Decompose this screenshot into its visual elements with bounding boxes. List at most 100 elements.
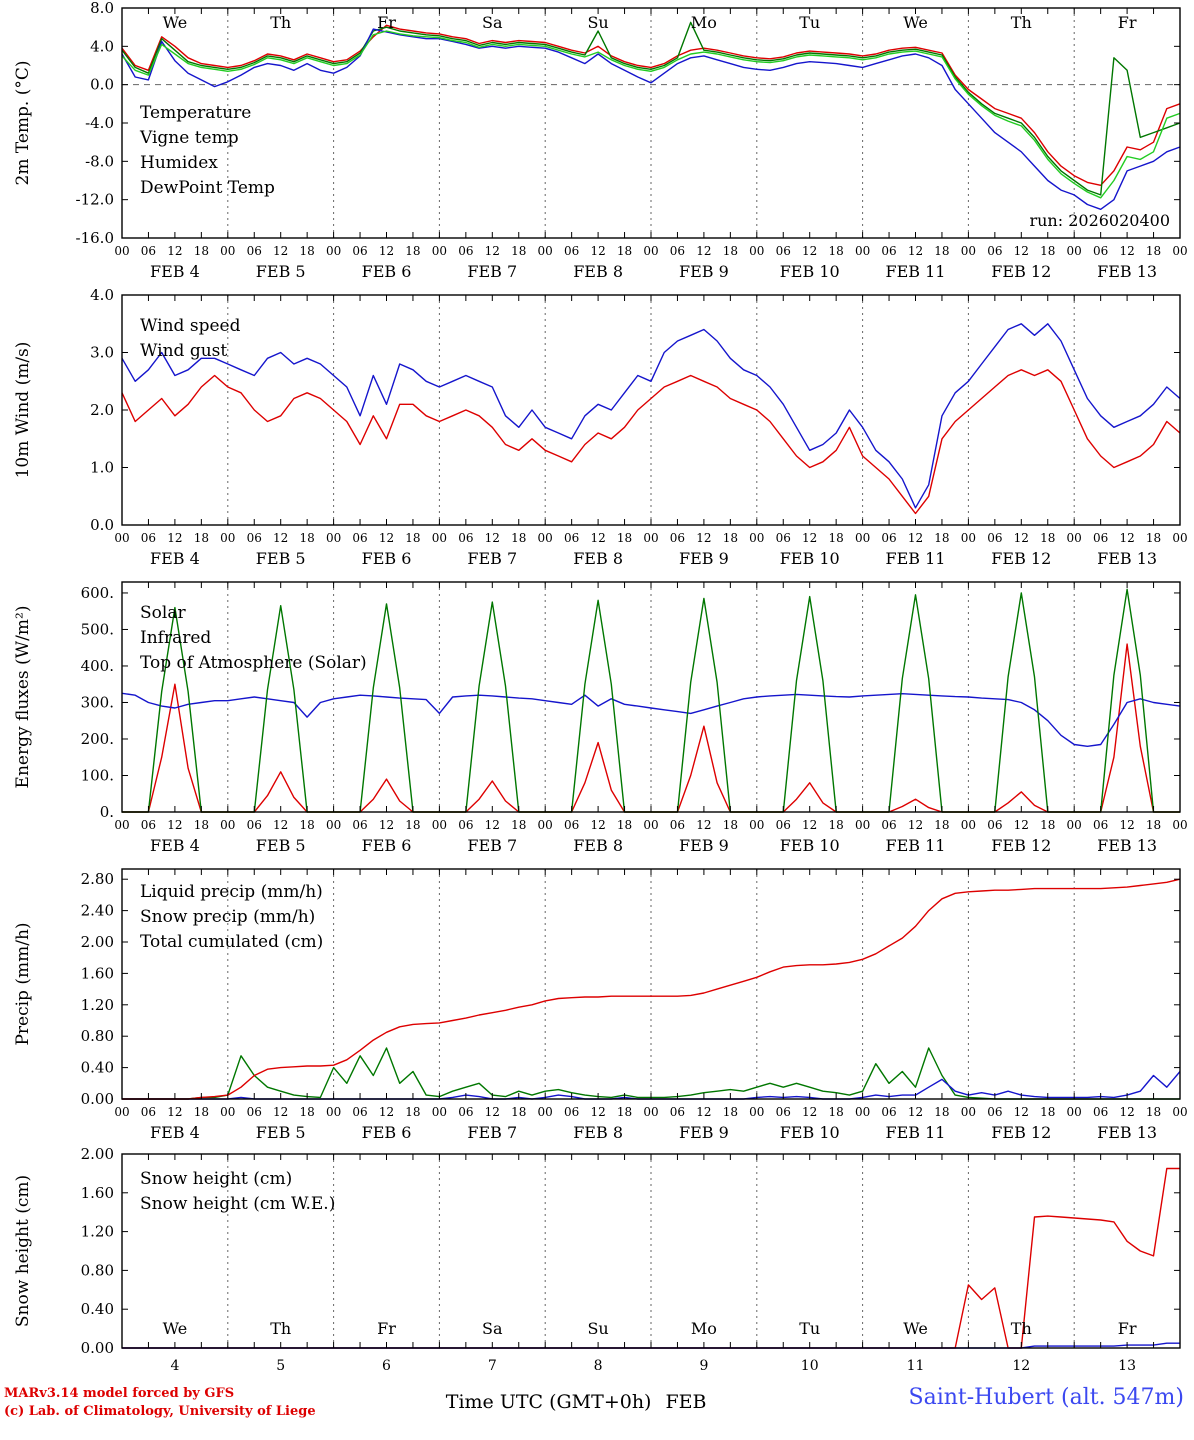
- legend-entry: Liquid precip (mm/h): [140, 882, 323, 902]
- hour-tick-label: 00: [961, 1105, 976, 1119]
- legend-entry: Snow height (cm): [140, 1169, 292, 1189]
- hour-tick-label: 06: [881, 1105, 896, 1119]
- hour-tick-label: 12: [379, 1105, 394, 1119]
- hour-tick-label: 00: [643, 818, 658, 832]
- month-label: FEB: [665, 1391, 707, 1413]
- gridlines: [227, 295, 1075, 525]
- hour-tick-label: 12: [167, 1105, 182, 1119]
- day-label: FEB 12: [991, 549, 1051, 568]
- hour-tick-label: 00: [114, 531, 129, 545]
- series-line: [121, 369, 1181, 515]
- hour-tick-label: 18: [194, 818, 209, 832]
- hour-tick-label: 06: [881, 244, 896, 258]
- hour-tick-label: 12: [696, 818, 711, 832]
- hour-tick-label: 06: [564, 1105, 579, 1119]
- y-axis-title: Snow height (cm): [13, 1175, 33, 1327]
- hour-tick-label: 00: [1172, 531, 1187, 545]
- day-label: FEB 7: [467, 836, 517, 855]
- y-tick-label: 0.0: [90, 516, 114, 534]
- hour-tick-label: 06: [1093, 244, 1108, 258]
- hour-tick-label: 00: [114, 244, 129, 258]
- hour-tick-label: 18: [1040, 531, 1055, 545]
- hour-tick-label: 12: [167, 244, 182, 258]
- hour-tick-label: 06: [881, 531, 896, 545]
- legend-entry: Wind gust: [140, 341, 227, 361]
- hour-tick-label: 06: [776, 244, 791, 258]
- hour-tick-label: 18: [511, 244, 526, 258]
- day-number-label: 5: [276, 1358, 285, 1374]
- legend-entry: Snow precip (mm/h): [140, 907, 315, 927]
- hour-tick-label: 06: [1093, 531, 1108, 545]
- hour-tick-label: 12: [908, 531, 923, 545]
- hour-tick-label: 00: [538, 818, 553, 832]
- weekday-label: Tu: [799, 1319, 820, 1338]
- y-axis-title: 10m Wind (m/s): [13, 342, 33, 479]
- day-label: FEB 13: [1097, 1123, 1157, 1142]
- hour-tick-label: 12: [1014, 818, 1029, 832]
- hour-tick-label: 18: [934, 1105, 949, 1119]
- hour-tick-label: 00: [1172, 818, 1187, 832]
- y-tick-label: 0.0: [90, 76, 114, 94]
- hour-tick-label: 06: [141, 818, 156, 832]
- series-line: [121, 30, 1181, 199]
- day-number-label: 10: [801, 1358, 819, 1374]
- hour-tick-label: 12: [273, 818, 288, 832]
- y-tick-label: 4.0: [90, 287, 114, 304]
- y-tick-label: 2.0: [90, 401, 114, 419]
- weekday-label: We: [163, 1319, 188, 1338]
- hour-tick-label: 00: [1172, 244, 1187, 258]
- y-tick-label: 500.: [81, 620, 114, 638]
- day-label: FEB 8: [573, 549, 623, 568]
- wind-panel: 4.0 3.0 2.0 1.0 0.0 10m Wind (m/s) 00 06 12 18 00 0…: [0, 287, 1194, 574]
- hour-tick-label: 06: [141, 1105, 156, 1119]
- day-label: FEB 6: [362, 1123, 412, 1142]
- hour-tick-label: 18: [194, 1105, 209, 1119]
- y-tick-label: -4.0: [85, 114, 114, 132]
- hour-tick-label: 12: [485, 531, 500, 545]
- legend-entry: Snow height (cm W.E.): [140, 1194, 335, 1214]
- hour-tick-label: 06: [141, 531, 156, 545]
- y-tick-label: 8.0: [90, 0, 114, 17]
- day-label: FEB 5: [256, 1123, 306, 1142]
- hour-tick-label: 06: [776, 818, 791, 832]
- hour-tick-label: 18: [934, 818, 949, 832]
- station-label: Saint-Hubert (alt. 547m): [908, 1385, 1184, 1410]
- day-label: FEB 10: [780, 262, 840, 281]
- hour-tick-label: 12: [1119, 1105, 1134, 1119]
- hour-tick-label: 18: [194, 244, 209, 258]
- hour-tick-label: 00: [1172, 1105, 1187, 1119]
- day-label: FEB 13: [1097, 262, 1157, 281]
- series-line: [121, 24, 1181, 187]
- day-label: FEB 9: [679, 1123, 729, 1142]
- day-number-label: 9: [699, 1358, 708, 1374]
- y-tick-label: 4.0: [90, 37, 114, 55]
- temperature-chart: 8.0 4.0 0.0 -4.0 -8.0 -12.0 -16.0 2m Temp. (°C)…: [13, 0, 1188, 281]
- hour-tick-label: 12: [485, 244, 500, 258]
- hour-tick-label: 06: [564, 244, 579, 258]
- hour-tick-label: 06: [776, 531, 791, 545]
- hour-tick-label: 12: [696, 244, 711, 258]
- y-tick-label: 0.40: [81, 1059, 114, 1077]
- gridlines: [227, 582, 1075, 812]
- snow-height-chart: 2.00 1.60 1.20 0.80 0.40 0.00 Snow height (cm)…: [13, 1148, 1181, 1374]
- day-number-label: 13: [1118, 1358, 1136, 1374]
- hour-tick-label: 12: [802, 818, 817, 832]
- day-label: FEB 4: [150, 262, 200, 281]
- day-label: FEB 7: [467, 549, 517, 568]
- hour-tick-label: 12: [802, 531, 817, 545]
- precip-panel: 2.80 2.40 2.00 1.60 1.20 0.80 0.40 0.00 Precip (…: [0, 861, 1194, 1148]
- weekday-label: Fr: [377, 13, 396, 32]
- day-label: FEB 11: [886, 262, 946, 281]
- hour-tick-label: 00: [749, 531, 764, 545]
- hour-tick-label: 12: [908, 818, 923, 832]
- hour-tick-label: 00: [749, 244, 764, 258]
- hour-tick-label: 12: [379, 818, 394, 832]
- y-tick-label: 2.40: [81, 902, 114, 920]
- hour-tick-label: 00: [220, 244, 235, 258]
- hour-tick-label: 06: [458, 531, 473, 545]
- day-label: FEB 4: [150, 1123, 200, 1142]
- hour-tick-label: 00: [326, 244, 341, 258]
- hour-tick-label: 12: [590, 531, 605, 545]
- hour-tick-label: 06: [247, 818, 262, 832]
- hour-tick-label: 12: [908, 244, 923, 258]
